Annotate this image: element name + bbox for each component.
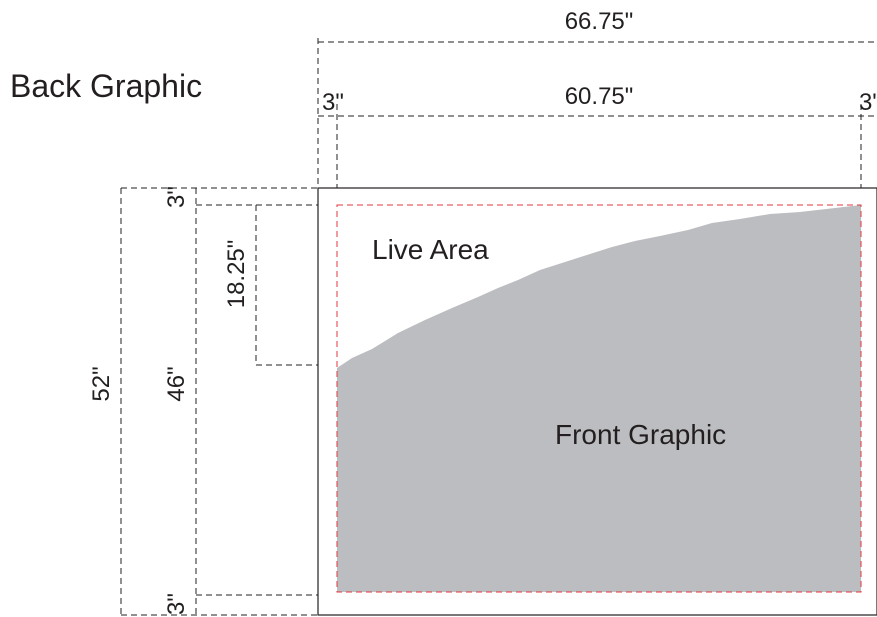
top-margin-label: 3" [163, 186, 190, 208]
live-height-label: 46" [163, 366, 190, 401]
left-margin-label: 3" [322, 89, 344, 116]
overall-height-label: 52" [88, 366, 115, 401]
live-width-label: 60.75" [565, 83, 634, 110]
live-area-label: Live Area [372, 234, 489, 265]
bottom-margin-label: 3" [163, 593, 190, 615]
overall-width-label: 66.75" [565, 8, 634, 35]
right-margin-label: 3" [859, 89, 877, 116]
curve-drop-label: 18.25" [223, 240, 250, 309]
live-area-outline [336, 204, 862, 593]
front-graphic-shape [337, 205, 861, 592]
back-graphic-title: Back Graphic [10, 68, 202, 104]
front-graphic-label: Front Graphic [555, 419, 726, 450]
